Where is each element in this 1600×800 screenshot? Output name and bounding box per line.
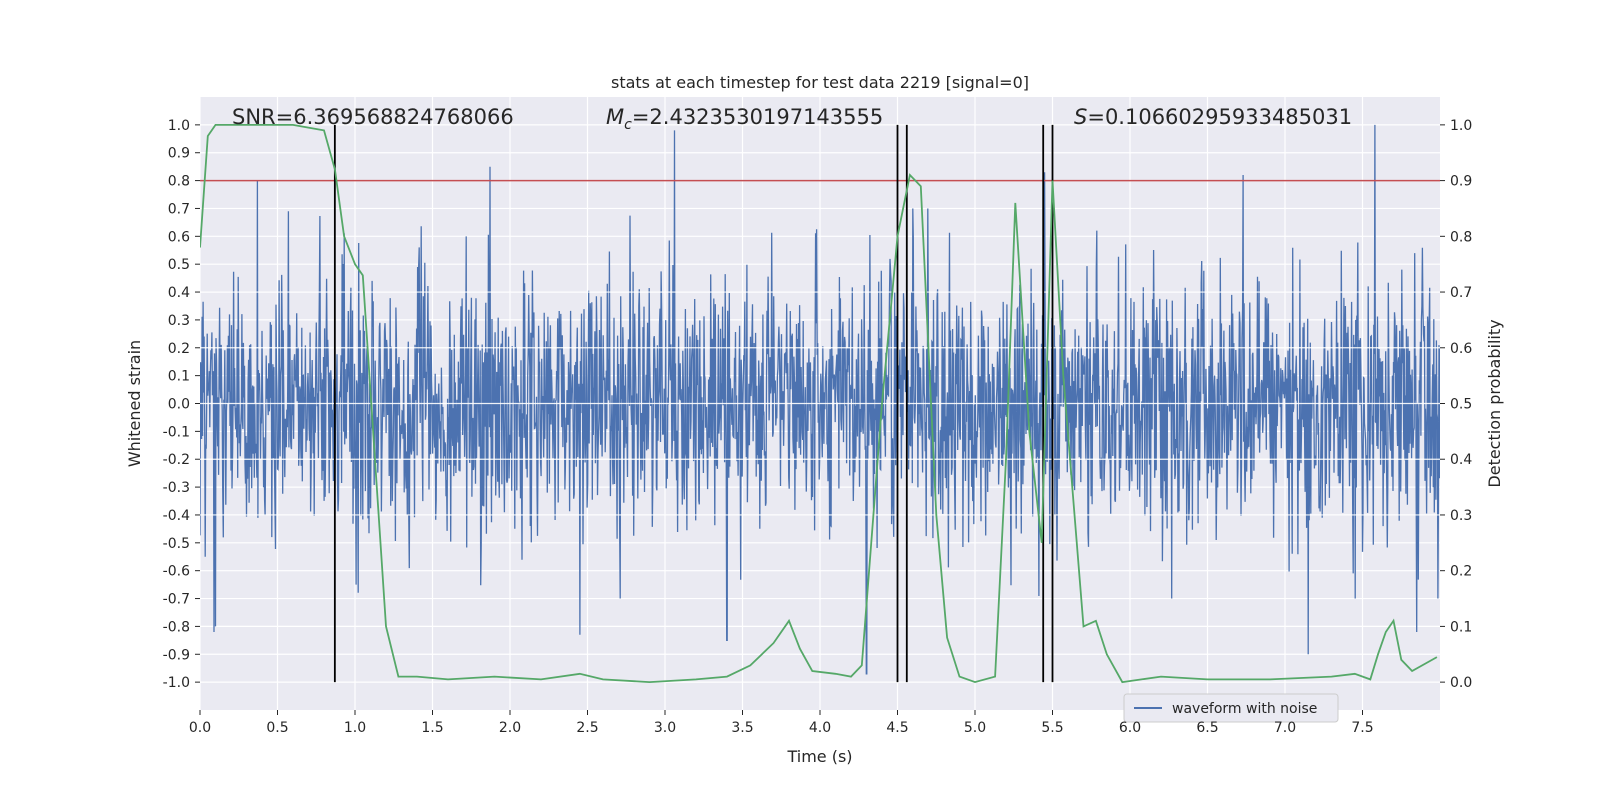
- x-tick-label: 4.5: [886, 720, 908, 736]
- y-tick-label: 0.8: [168, 174, 190, 190]
- y-tick-label: 1.0: [168, 118, 190, 134]
- x-tick-label: 1.5: [421, 720, 443, 736]
- y2-tick-label: 0.5: [1450, 397, 1472, 413]
- x-tick-label: 2.0: [499, 720, 521, 736]
- y-tick-label: 0.1: [168, 369, 190, 385]
- x-tick-label: 7.5: [1351, 720, 1373, 736]
- y-tick-label: -0.9: [163, 647, 190, 663]
- y2-axis-label: Detection probability: [1485, 319, 1504, 487]
- y2-tick-label: 0.0: [1450, 675, 1472, 691]
- x-tick-label: 6.5: [1196, 720, 1218, 736]
- x-tick-label: 1.0: [344, 720, 366, 736]
- y-tick-label: -0.3: [163, 480, 190, 496]
- y2-tick-label: 0.9: [1450, 174, 1472, 190]
- y-tick-label: -1.0: [163, 675, 190, 691]
- y-tick-label: -0.6: [163, 564, 190, 580]
- chirp-mass-subscript: c: [624, 117, 632, 133]
- y2-tick-label: 0.2: [1450, 564, 1472, 580]
- y-tick-label: 0.3: [168, 313, 190, 329]
- legend-label: waveform with noise: [1172, 701, 1317, 717]
- y-tick-label: 0.5: [168, 257, 190, 273]
- waveform-series-line: [200, 124, 1440, 675]
- y2-tick-label: 0.3: [1450, 508, 1472, 524]
- x-tick-label: 0.0: [189, 720, 211, 736]
- x-tick-label: 4.0: [809, 720, 831, 736]
- legend-box: [1123, 693, 1339, 723]
- y2-tick-label: 0.8: [1450, 229, 1472, 245]
- y-tick-label: -0.7: [163, 592, 190, 608]
- y2-tick-label: 0.6: [1450, 341, 1472, 357]
- s-symbol: S: [1074, 105, 1087, 129]
- x-tick-label: 0.5: [266, 720, 288, 736]
- probability-series-line: [200, 124, 1438, 684]
- y-tick-label: 0.6: [168, 229, 190, 245]
- y2-tick-label: 0.7: [1450, 285, 1472, 301]
- s-annotation: S=0.10660295933485031: [1074, 105, 1352, 129]
- x-tick-label: 2.5: [576, 720, 598, 736]
- x-tick-label: 7.0: [1274, 720, 1296, 736]
- chart-title: stats at each timestep for test data 221…: [611, 73, 1029, 92]
- y-tick-label: 0.4: [168, 285, 190, 301]
- y-axis-label: Whitened strain: [125, 340, 144, 467]
- y2-tick-label: 1.0: [1450, 118, 1472, 134]
- x-tick-label: 6.0: [1119, 720, 1141, 736]
- y-tick-label: -0.2: [163, 452, 190, 468]
- x-tick-label: 5.5: [1041, 720, 1063, 736]
- x-tick-label: 3.0: [654, 720, 676, 736]
- x-axis-label: Time (s): [786, 747, 852, 766]
- s-value: =0.10660295933485031: [1087, 105, 1352, 129]
- y-tick-label: 0.0: [168, 397, 190, 413]
- y-tick-label: 0.9: [168, 146, 190, 162]
- y2-tick-label: 0.4: [1450, 452, 1472, 468]
- x-tick-label: 5.0: [964, 720, 986, 736]
- chirp-mass-value: =2.4323530197143555: [632, 105, 883, 129]
- snr-annotation: SNR=6.369568824768066: [232, 105, 514, 129]
- chirp-mass-annotation: Mc=2.4323530197143555: [606, 105, 883, 133]
- y2-tick-label: 0.1: [1450, 619, 1472, 635]
- y-tick-label: -0.8: [163, 619, 190, 635]
- x-tick-label: 3.5: [731, 720, 753, 736]
- y-tick-label: -0.4: [163, 508, 190, 524]
- y-tick-label: -0.1: [163, 424, 190, 440]
- y-tick-label: 0.2: [168, 341, 190, 357]
- y-tick-label: 0.7: [168, 201, 190, 217]
- y-tick-label: -0.5: [163, 536, 190, 552]
- chirp-mass-symbol: M: [606, 105, 624, 129]
